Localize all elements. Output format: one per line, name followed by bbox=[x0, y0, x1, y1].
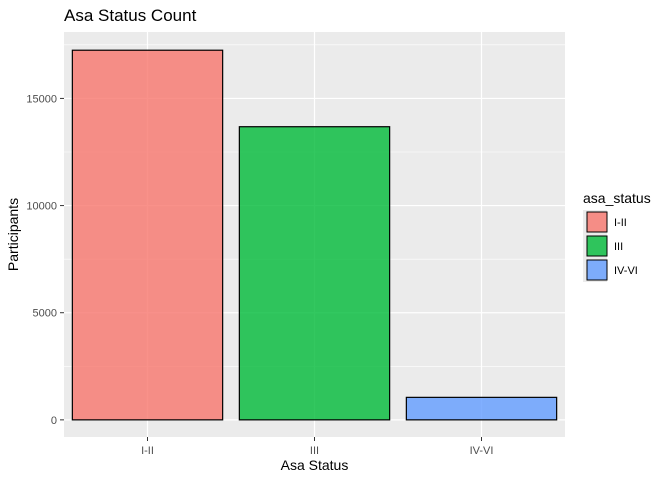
legend-items: I-II III IV-VI bbox=[583, 210, 638, 282]
legend-swatch bbox=[586, 259, 608, 281]
bars bbox=[71, 49, 558, 421]
x-axis-title: Asa Status bbox=[281, 457, 349, 473]
legend-swatch bbox=[586, 235, 608, 257]
legend-label: III bbox=[614, 241, 623, 253]
legend: asa_status I-II III IV-VI bbox=[583, 190, 651, 282]
legend-label: IV-VI bbox=[614, 265, 638, 277]
x-tick-label: III bbox=[310, 445, 319, 457]
x-tick-label: I-II bbox=[141, 445, 154, 457]
legend-label: I-II bbox=[614, 217, 627, 229]
y-tick-label: 15000 bbox=[26, 93, 57, 105]
y-tick-label: 0 bbox=[51, 415, 57, 427]
x-axis-ticks: I-II III IV-VI bbox=[141, 437, 493, 457]
y-axis-title: Participants bbox=[5, 198, 21, 271]
y-tick-label: 5000 bbox=[33, 308, 57, 320]
chart-title: Asa Status Count bbox=[64, 6, 197, 25]
legend-swatch bbox=[586, 211, 608, 233]
x-tick-label: IV-VI bbox=[470, 445, 494, 457]
bar-i-ii bbox=[71, 49, 224, 421]
bar-iv-vi bbox=[405, 396, 558, 421]
legend-title: asa_status bbox=[583, 190, 651, 206]
y-tick-label: 10000 bbox=[26, 201, 57, 213]
bar-iii bbox=[238, 126, 391, 421]
y-axis-ticks: 0 5000 10000 15000 bbox=[26, 93, 64, 427]
